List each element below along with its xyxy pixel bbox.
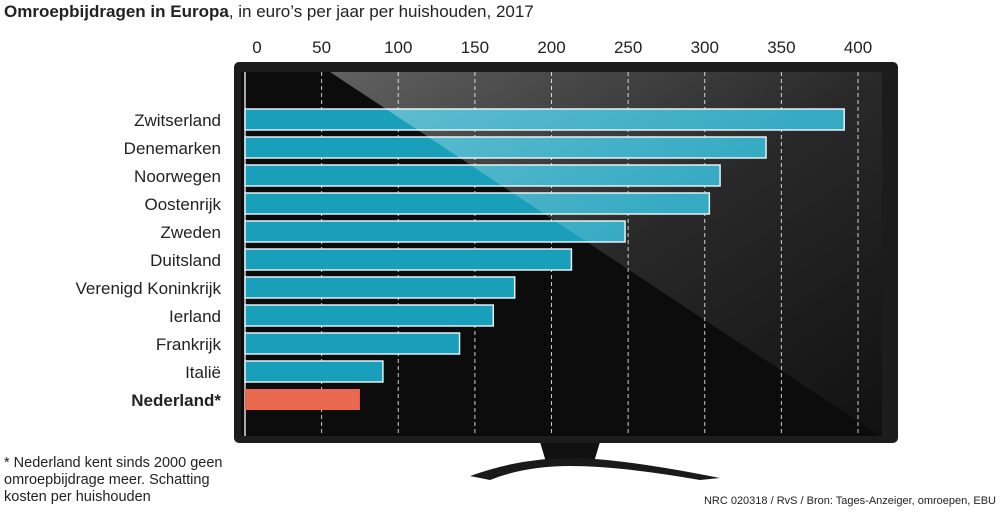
footnote: * Nederland kent sinds 2000 geen omroepb… (4, 455, 223, 505)
category-label: Italië (185, 363, 221, 382)
category-label: Zweden (161, 223, 221, 242)
bar-duitsland (244, 248, 573, 271)
chart-title: Omroepbijdragen in Europa, in euro’s per… (4, 2, 534, 22)
category-label: Ierland (169, 307, 221, 326)
x-tick-label: 400 (844, 38, 872, 57)
title-rest: , in euro’s per jaar per huishouden, 201… (228, 2, 534, 21)
bar-ierland (244, 304, 495, 327)
x-tick-label: 300 (691, 38, 719, 57)
category-label: Nederland* (131, 391, 221, 410)
x-tick-label: 250 (614, 38, 642, 57)
x-tick-label: 0 (252, 38, 261, 57)
bar-itali- (244, 360, 384, 383)
x-tick-label: 150 (461, 38, 489, 57)
bar-frankrijk (244, 332, 461, 355)
category-label: Denemarken (124, 139, 221, 158)
x-tick-label: 50 (312, 38, 331, 57)
title-bold: Omroepbijdragen in Europa (4, 2, 229, 21)
screen-glare (330, 72, 882, 436)
category-label: Verenigd Koninkrijk (75, 279, 221, 298)
category-label: Zwitserland (134, 111, 221, 130)
source-credit: NRC 020318 / RvS / Bron: Tages-Anzeiger,… (703, 495, 996, 507)
category-label: Noorwegen (134, 167, 221, 186)
bar-nederland- (245, 389, 360, 410)
x-tick-label: 200 (537, 38, 565, 57)
bar-verenigd-koninkrijk (244, 276, 516, 299)
tv-stand (470, 442, 720, 480)
category-label: Frankrijk (156, 335, 222, 354)
x-tick-label: 350 (767, 38, 795, 57)
category-label: Oostenrijk (144, 195, 221, 214)
x-tick-label: 100 (384, 38, 412, 57)
category-label: Duitsland (150, 251, 221, 270)
